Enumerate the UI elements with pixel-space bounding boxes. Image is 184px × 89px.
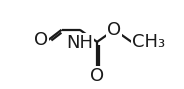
- Text: O: O: [107, 21, 121, 39]
- Text: O: O: [34, 31, 48, 49]
- Text: O: O: [90, 67, 104, 85]
- Text: CH₃: CH₃: [132, 33, 165, 51]
- Text: NH: NH: [66, 34, 93, 52]
